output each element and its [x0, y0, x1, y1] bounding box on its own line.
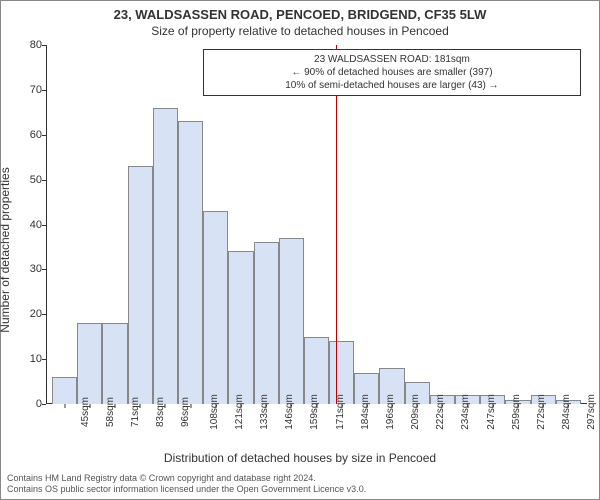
x-tick-mark [467, 404, 468, 408]
x-tick-label: 71sqm [130, 397, 141, 427]
y-tick-mark [42, 269, 46, 270]
x-tick-mark [291, 404, 292, 408]
x-tick-label: 121sqm [234, 394, 245, 430]
y-tick-label: 30 [12, 263, 42, 275]
bar [178, 121, 203, 404]
annotation-line-3: 10% of semi-detached houses are larger (… [210, 79, 574, 92]
x-tick-mark [266, 404, 267, 408]
bar [153, 108, 178, 404]
y-tick-label: 0 [12, 398, 42, 410]
footer-line-1: Contains HM Land Registry data © Crown c… [7, 473, 593, 484]
x-tick-mark [114, 404, 115, 408]
reference-line [336, 45, 337, 404]
y-tick-label: 10 [12, 353, 42, 365]
x-tick-mark [392, 404, 393, 408]
x-tick-label: 284sqm [561, 394, 572, 430]
y-tick-mark [42, 135, 46, 136]
y-tick-mark [42, 180, 46, 181]
x-tick-label: 146sqm [284, 394, 295, 430]
x-tick-mark [190, 404, 191, 408]
x-tick-mark [568, 404, 569, 408]
y-tick-mark [42, 314, 46, 315]
x-tick-label: 171sqm [334, 394, 345, 430]
x-tick-label: 83sqm [155, 397, 166, 427]
x-tick-label: 209sqm [410, 394, 421, 430]
annotation-box: 23 WALDSASSEN ROAD: 181sqm ← 90% of deta… [203, 49, 581, 96]
y-tick-mark [42, 404, 46, 405]
x-tick-mark [417, 404, 418, 408]
x-tick-label: 234sqm [460, 394, 471, 430]
bar [102, 323, 127, 404]
x-tick-mark [165, 404, 166, 408]
bar [228, 251, 253, 404]
chart-subtitle: Size of property relative to detached ho… [1, 22, 599, 38]
x-tick-label: 159sqm [309, 394, 320, 430]
x-tick-label: 259sqm [511, 394, 522, 430]
y-tick-label: 40 [12, 219, 42, 231]
x-tick-label: 247sqm [485, 394, 496, 430]
x-tick-label: 108sqm [208, 394, 219, 430]
annotation-line-2: ← 90% of detached houses are smaller (39… [210, 66, 574, 79]
bar [254, 242, 279, 404]
x-tick-mark [215, 404, 216, 408]
x-tick-mark [341, 404, 342, 408]
y-tick-label: 70 [12, 84, 42, 96]
y-axis-label: Number of detached properties [0, 85, 12, 250]
chart-title-address: 23, WALDSASSEN ROAD, PENCOED, BRIDGEND, … [1, 1, 599, 22]
annotation-line-1: 23 WALDSASSEN ROAD: 181sqm [210, 53, 574, 66]
footer-line-2: Contains OS public sector information li… [7, 484, 593, 495]
footer-attribution: Contains HM Land Registry data © Crown c… [7, 473, 593, 496]
x-tick-mark [492, 404, 493, 408]
x-tick-mark [240, 404, 241, 408]
y-tick-label: 20 [12, 308, 42, 320]
x-axis-label: Distribution of detached houses by size … [1, 451, 599, 465]
x-tick-label: 184sqm [359, 394, 370, 430]
x-tick-mark [366, 404, 367, 408]
x-tick-mark [543, 404, 544, 408]
x-tick-label: 45sqm [80, 397, 91, 427]
bars-group [46, 45, 587, 404]
x-tick-label: 133sqm [259, 394, 270, 430]
x-tick-label: 222sqm [435, 394, 446, 430]
y-tick-mark [42, 90, 46, 91]
x-tick-mark [316, 404, 317, 408]
x-tick-label: 272sqm [536, 394, 547, 430]
x-tick-label: 297sqm [586, 394, 597, 430]
y-tick-mark [42, 45, 46, 46]
x-tick-mark [442, 404, 443, 408]
x-tick-mark [518, 404, 519, 408]
y-tick-label: 50 [12, 174, 42, 186]
y-tick-label: 80 [12, 39, 42, 51]
x-tick-label: 96sqm [180, 397, 191, 427]
plot-area: 23 WALDSASSEN ROAD: 181sqm ← 90% of deta… [46, 45, 587, 404]
x-tick-mark [140, 404, 141, 408]
bar [128, 166, 153, 404]
x-tick-mark [64, 404, 65, 408]
y-tick-label: 60 [12, 129, 42, 141]
bar [52, 377, 77, 404]
y-tick-mark [42, 225, 46, 226]
bar [77, 323, 102, 404]
x-tick-label: 58sqm [105, 397, 116, 427]
x-tick-label: 196sqm [385, 394, 396, 430]
chart-container: 23, WALDSASSEN ROAD, PENCOED, BRIDGEND, … [0, 0, 600, 500]
y-tick-mark [42, 359, 46, 360]
bar [279, 238, 304, 404]
bar [203, 211, 228, 404]
x-tick-mark [89, 404, 90, 408]
